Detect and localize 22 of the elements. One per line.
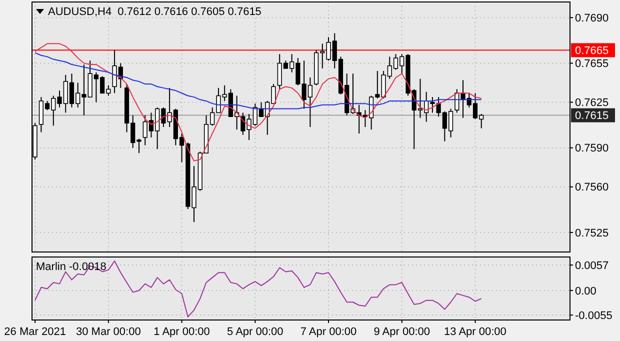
y-tick-label: 0.00 <box>575 285 596 298</box>
x-tick-label: 30 Mar 00:00 <box>76 326 141 338</box>
y-tick-label: 0.7560 <box>575 182 609 194</box>
x-tick-label: 7 Apr 00:00 <box>300 326 357 338</box>
y-tick-label: 0.7625 <box>575 97 609 110</box>
chart-title: Marlin -0.0018 <box>36 261 106 273</box>
x-tick-label: 1 Apr 00:00 <box>154 326 210 338</box>
y-tick-label: -0.0055 <box>575 310 612 322</box>
y-tick-label: 0.0057 <box>575 260 609 272</box>
ref-line-label: 0.7615 <box>575 110 609 122</box>
ref-line-label: 0.7665 <box>575 45 609 58</box>
y-tick-label: 0.7590 <box>575 142 609 155</box>
x-tick-label: 26 Mar 2021 <box>4 326 66 338</box>
y-tick-label: 0.7690 <box>575 12 609 24</box>
line-series <box>34 260 482 318</box>
chart-title: AUDUSD,H4 0.7612 0.7616 0.7605 0.7615 <box>48 6 262 18</box>
line-series <box>34 43 482 162</box>
x-tick-label: 13 Apr 00:00 <box>444 326 506 338</box>
y-tick-label: 0.7655 <box>575 58 609 70</box>
x-tick-label: 9 Apr 00:00 <box>374 326 430 338</box>
x-tick-label: 5 Apr 00:00 <box>227 326 284 338</box>
y-tick-label: 0.7525 <box>575 227 609 240</box>
